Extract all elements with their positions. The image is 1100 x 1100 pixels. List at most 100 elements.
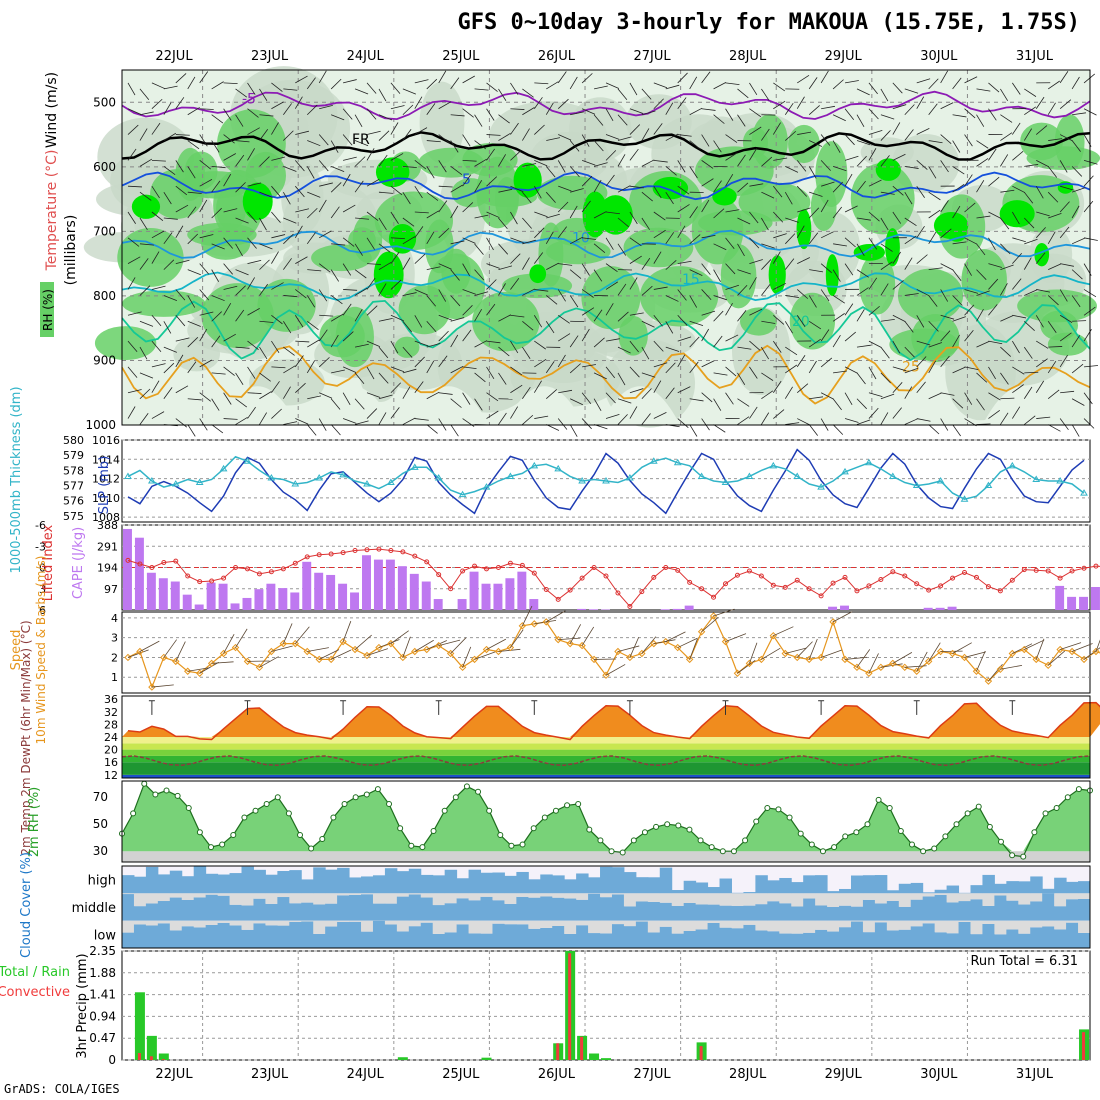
cape-tick-label: 97 — [104, 583, 118, 596]
cloud-cell — [468, 900, 482, 921]
cloud-gap — [934, 893, 948, 895]
wind-barb — [151, 211, 164, 221]
wind-barb — [486, 211, 500, 218]
cloud-gap — [576, 920, 589, 926]
cloud-gap — [731, 920, 744, 929]
lifted-index-marker — [842, 574, 848, 580]
wind-barb — [808, 360, 817, 374]
wind-barb — [868, 82, 878, 95]
cloud-gap — [1066, 893, 1079, 900]
wind-barb — [450, 240, 465, 245]
wind-barb — [820, 231, 834, 239]
cape-bar — [146, 572, 156, 610]
wind-barb — [1035, 96, 1045, 109]
cloud-cell — [169, 870, 183, 894]
wind-barb — [271, 340, 280, 354]
wind-barb — [151, 122, 161, 135]
wind-barb — [462, 202, 474, 213]
wind-barb — [701, 263, 711, 275]
wind-barb — [390, 314, 404, 322]
wind-barb — [761, 156, 773, 167]
wind-barb — [1060, 390, 1075, 394]
wind-barb — [605, 263, 618, 273]
thickness-marker — [219, 464, 228, 472]
wind-barb — [737, 416, 750, 425]
wind-barb — [737, 659, 756, 674]
wind-barb — [1000, 346, 1012, 357]
wind-barb — [139, 412, 149, 425]
wind-barb — [904, 257, 913, 270]
wind-barb — [163, 346, 177, 353]
wind-barb — [139, 191, 152, 201]
wind-barb — [940, 200, 949, 213]
cloud-gap — [564, 920, 577, 934]
wind-barb — [1071, 76, 1080, 90]
wind-barb — [629, 406, 638, 419]
cloud-cell — [611, 867, 625, 894]
lifted-index-marker — [639, 589, 645, 595]
wind-barb — [163, 362, 175, 374]
lifted-index-marker — [173, 558, 179, 564]
wind-barb — [809, 269, 824, 273]
wind-barb — [378, 88, 387, 102]
cloud-cell — [779, 903, 792, 921]
wind-barb — [749, 211, 759, 224]
wind-barb — [462, 366, 477, 370]
precip-axis-label: 3hr Precip (mm) — [75, 953, 90, 1058]
wind-barb — [749, 82, 758, 96]
wind-barb — [593, 269, 603, 282]
cloud-gap — [946, 920, 960, 934]
wind-barb — [187, 337, 199, 348]
cape-bar — [338, 583, 348, 610]
rh-green-cell — [502, 273, 573, 299]
wind-barb — [438, 263, 452, 270]
wind-barb — [223, 366, 235, 376]
lifted-index-marker — [675, 567, 681, 573]
cloud-cell — [707, 904, 721, 921]
wind-barb — [271, 408, 282, 419]
wind-barb — [1083, 237, 1098, 241]
wind-barb — [1048, 213, 1062, 219]
lifted-index-marker — [938, 583, 944, 589]
cloud-cell — [791, 882, 804, 894]
wind-barb — [988, 409, 1001, 419]
wind-barb — [223, 173, 232, 187]
wind-speed-marker — [853, 663, 861, 672]
wind-barb — [510, 406, 519, 419]
cape-bar — [158, 578, 168, 610]
cloud-gap — [408, 893, 422, 895]
wind-barb — [127, 185, 143, 188]
cloud-gap — [1018, 920, 1031, 934]
wind-barb — [282, 623, 293, 644]
cloud-cell — [982, 905, 995, 921]
wind-barb — [175, 97, 185, 109]
wind-barb — [976, 340, 990, 348]
cloud-cell — [755, 930, 768, 948]
wind-barb — [880, 114, 895, 120]
wind-barb — [295, 340, 310, 343]
top-date-label: 26JUL — [538, 49, 576, 64]
lifted-index-marker — [1093, 563, 1099, 569]
wind-barb — [761, 412, 770, 425]
cloud-cell — [372, 920, 386, 948]
precip-convective-bar — [580, 1036, 584, 1060]
wind-barb — [892, 382, 903, 393]
cloud-gap — [910, 893, 924, 900]
cloud-cell — [181, 899, 195, 921]
cloud-cell — [731, 892, 744, 894]
cloud-gap — [396, 893, 410, 897]
wind-barb — [545, 321, 555, 334]
wind-barb — [868, 108, 879, 120]
wind-barb — [605, 237, 614, 250]
rh-green-cell — [897, 268, 964, 322]
wind-barb — [163, 387, 173, 399]
wind-barb — [199, 418, 208, 431]
wind-barb — [581, 392, 592, 404]
rh-marker — [697, 837, 704, 844]
wind-barb — [331, 369, 345, 374]
wind-barb — [713, 335, 723, 348]
wind-barb — [868, 277, 878, 290]
wind-barb — [1036, 211, 1050, 217]
wind-barb — [211, 398, 220, 411]
cloud-gap — [265, 920, 278, 926]
